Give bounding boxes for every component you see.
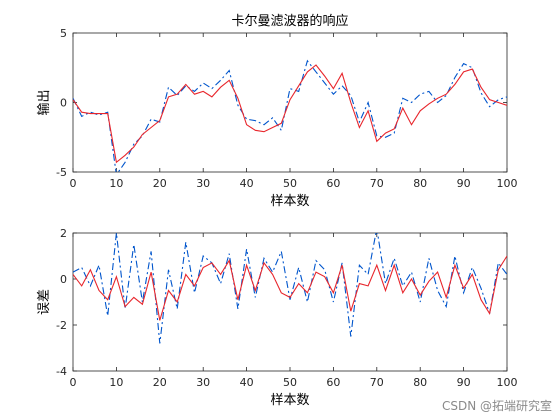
axes-box	[72, 32, 508, 173]
x-tick-label: 30	[196, 177, 210, 190]
series-line-solid	[73, 255, 507, 321]
x-tick-label: 80	[413, 376, 427, 389]
x-tick-label: 40	[240, 376, 254, 389]
y-tick-label: 0	[60, 97, 67, 110]
x-tick-label: 90	[457, 376, 471, 389]
x-tick-label: 0	[70, 376, 77, 389]
y-tick-label: 0	[60, 273, 67, 286]
x-tick-label: 50	[283, 177, 297, 190]
watermark: CSDN @拓端研究室	[441, 399, 552, 413]
chart-title: 卡尔曼滤波器的响应	[231, 13, 348, 29]
x-tick-label: 20	[153, 376, 167, 389]
axes-box	[72, 232, 508, 372]
x-tick-label: 80	[413, 177, 427, 190]
series-line-solid	[73, 64, 507, 164]
y-axis-label: 输出	[36, 89, 52, 115]
x-tick-label: 60	[326, 177, 340, 190]
x-axis-label: 样本数	[270, 194, 309, 209]
series-line-dashdot	[73, 233, 507, 344]
y-tick-label: 2	[60, 227, 67, 240]
x-tick-label: 100	[497, 177, 518, 190]
x-tick-label: 10	[109, 376, 123, 389]
x-tick-label: 70	[370, 376, 384, 389]
x-tick-label: 100	[497, 376, 518, 389]
x-tick-label: 30	[196, 376, 210, 389]
x-tick-label: 50	[283, 376, 297, 389]
y-tick-label: -5	[56, 166, 67, 179]
y-tick-label: -2	[56, 319, 67, 332]
x-tick-label: 0	[70, 177, 77, 190]
x-tick-label: 70	[370, 177, 384, 190]
x-tick-label: 10	[109, 177, 123, 190]
y-tick-label: 5	[60, 27, 67, 40]
y-axis-label: 误差	[37, 289, 52, 315]
x-tick-label: 90	[457, 177, 471, 190]
bottom-chart: 0 10 20 30 40 50 60 70 80 90 100 -4 -2 0 2 样本数 误差	[37, 227, 518, 408]
x-tick-label: 20	[153, 177, 167, 190]
y-tick-label: -4	[56, 365, 67, 378]
x-tick-label: 60	[326, 376, 340, 389]
series-line-dashdot	[73, 59, 507, 172]
x-tick-label: 40	[240, 177, 254, 190]
x-axis-label: 样本数	[270, 393, 309, 408]
